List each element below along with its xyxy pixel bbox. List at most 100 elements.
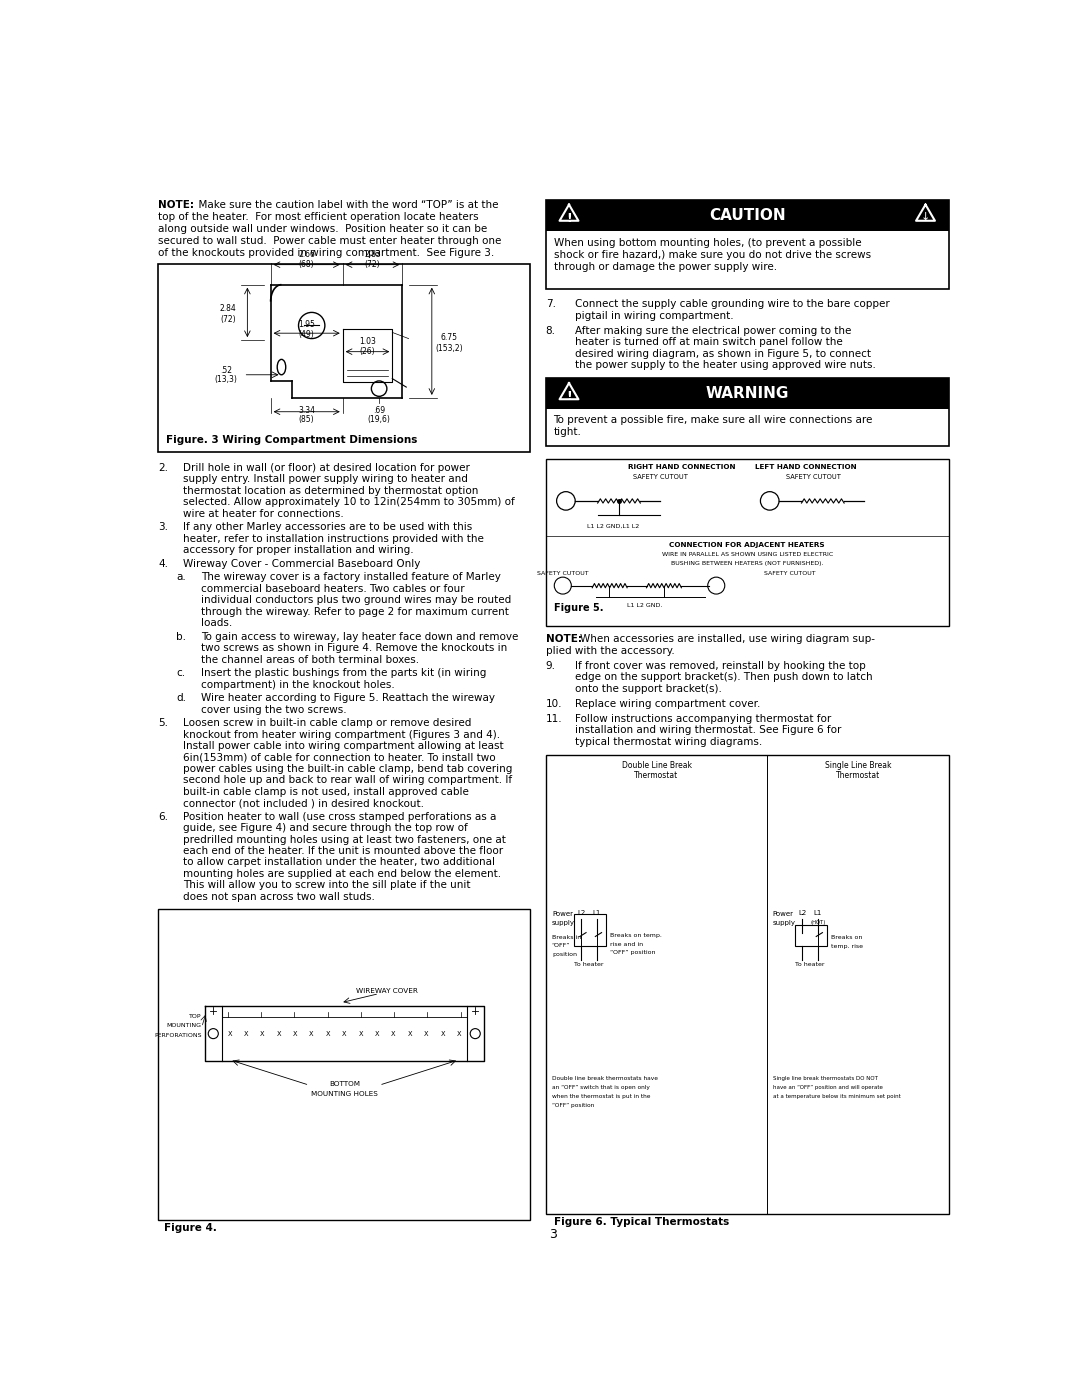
Text: L1: L1	[813, 911, 822, 916]
Text: To gain access to wireway, lay heater face down and remove: To gain access to wireway, lay heater fa…	[201, 631, 518, 641]
Text: heater is turned off at main switch panel follow the: heater is turned off at main switch pane…	[576, 337, 843, 348]
Text: 2.66: 2.66	[298, 250, 315, 260]
FancyBboxPatch shape	[545, 200, 948, 231]
FancyBboxPatch shape	[159, 264, 530, 453]
Text: Drill hole in wall (or floor) at desired location for power: Drill hole in wall (or floor) at desired…	[183, 462, 470, 474]
Text: (153,2): (153,2)	[435, 345, 462, 353]
Text: Connect the supply cable grounding wire to the bare copper: Connect the supply cable grounding wire …	[576, 299, 890, 309]
Text: Double Line Break: Double Line Break	[622, 760, 691, 770]
Text: ↓: ↓	[921, 212, 930, 222]
Text: Thermostat: Thermostat	[836, 771, 880, 780]
Text: Power: Power	[773, 911, 794, 918]
Text: X: X	[260, 1031, 265, 1037]
Text: guide, see Figure 4) and secure through the top row of: guide, see Figure 4) and secure through …	[183, 823, 468, 833]
Text: WIREWAY COVER: WIREWAY COVER	[356, 988, 418, 993]
Text: 4.: 4.	[159, 559, 168, 569]
Text: 5.: 5.	[159, 718, 168, 728]
FancyBboxPatch shape	[545, 379, 948, 409]
Text: (HOT): (HOT)	[810, 919, 825, 925]
Text: To heater: To heater	[575, 963, 604, 967]
Text: “OFF” position: “OFF” position	[552, 1104, 594, 1108]
Text: onto the support bracket(s).: onto the support bracket(s).	[576, 683, 723, 693]
Text: commercial baseboard heaters. Two cables or four: commercial baseboard heaters. Two cables…	[201, 584, 464, 594]
Text: (72): (72)	[365, 260, 380, 270]
Text: (13,3): (13,3)	[214, 374, 238, 384]
Text: a.: a.	[176, 573, 186, 583]
Text: desired wiring diagram, as shown in Figure 5, to connect: desired wiring diagram, as shown in Figu…	[576, 349, 872, 359]
Text: Single Line Break: Single Line Break	[825, 760, 891, 770]
Text: X: X	[309, 1031, 313, 1037]
Text: (19,6): (19,6)	[367, 415, 391, 423]
Text: Figure 4.: Figure 4.	[164, 1224, 217, 1234]
Text: To prevent a possible fire, make sure all wire connections are: To prevent a possible fire, make sure al…	[554, 415, 873, 426]
Text: .52: .52	[219, 366, 232, 374]
Text: 9.: 9.	[545, 661, 556, 671]
Text: when the thermostat is put in the: when the thermostat is put in the	[552, 1094, 650, 1099]
Text: 6.: 6.	[159, 812, 168, 821]
Text: 3.34: 3.34	[298, 405, 315, 415]
Text: heater, refer to installation instructions provided with the: heater, refer to installation instructio…	[183, 534, 484, 543]
Text: 2.: 2.	[159, 462, 168, 474]
FancyBboxPatch shape	[545, 458, 948, 626]
Text: SAFETY CUTOUT: SAFETY CUTOUT	[537, 571, 589, 576]
Text: connector (not included ) in desired knockout.: connector (not included ) in desired kno…	[183, 798, 424, 809]
Text: X: X	[227, 1031, 232, 1037]
Text: plied with the accessory.: plied with the accessory.	[545, 645, 675, 655]
Text: through or damage the power supply wire.: through or damage the power supply wire.	[554, 261, 777, 271]
Text: (68): (68)	[299, 260, 314, 270]
Text: Wireway Cover - Commercial Baseboard Only: Wireway Cover - Commercial Baseboard Onl…	[183, 559, 420, 569]
Text: temp. rise: temp. rise	[831, 944, 863, 949]
Text: tight.: tight.	[554, 427, 581, 437]
Text: X: X	[325, 1031, 330, 1037]
Text: supply entry. Install power supply wiring to heater and: supply entry. Install power supply wirin…	[183, 475, 468, 485]
Text: X: X	[293, 1031, 297, 1037]
Text: If any other Marley accessories are to be used with this: If any other Marley accessories are to b…	[183, 522, 472, 532]
Text: The wireway cover is a factory installed feature of Marley: The wireway cover is a factory installed…	[201, 573, 501, 583]
Text: installation and wiring thermostat. See Figure 6 for: installation and wiring thermostat. See …	[576, 725, 841, 735]
Text: selected. Allow approximately 10 to 12in(254mm to 305mm) of: selected. Allow approximately 10 to 12in…	[183, 497, 515, 507]
Text: X: X	[342, 1031, 347, 1037]
Text: loads.: loads.	[201, 617, 232, 629]
Text: 2.84: 2.84	[219, 305, 237, 313]
Text: BUSHING BETWEEN HEATERS (NOT FURNISHED).: BUSHING BETWEEN HEATERS (NOT FURNISHED).	[671, 562, 824, 566]
Text: supply: supply	[552, 921, 575, 926]
Text: b.: b.	[176, 631, 186, 641]
Text: Replace wiring compartment cover.: Replace wiring compartment cover.	[576, 698, 760, 708]
Text: mounting holes are supplied at each end below the element.: mounting holes are supplied at each end …	[183, 869, 501, 879]
Text: .69: .69	[373, 405, 386, 415]
Text: L2: L2	[798, 911, 807, 916]
Text: through the wireway. Refer to page 2 for maximum current: through the wireway. Refer to page 2 for…	[201, 606, 509, 616]
Text: typical thermostat wiring diagrams.: typical thermostat wiring diagrams.	[576, 736, 762, 747]
Text: power cables using the built-in cable clamp, bend tab covering: power cables using the built-in cable cl…	[183, 764, 512, 774]
Text: To heater: To heater	[795, 963, 825, 967]
Text: WIRE IN PARALLEL AS SHOWN USING LISTED ELECTRIC: WIRE IN PARALLEL AS SHOWN USING LISTED E…	[662, 552, 833, 557]
Text: CAUTION: CAUTION	[708, 208, 785, 224]
Text: secured to wall stud.  Power cable must enter heater through one: secured to wall stud. Power cable must e…	[159, 236, 501, 246]
Text: the power supply to the heater using approved wire nuts.: the power supply to the heater using app…	[576, 360, 876, 370]
Text: wire at heater for connections.: wire at heater for connections.	[183, 509, 343, 518]
Text: MOUNTING HOLES: MOUNTING HOLES	[311, 1091, 378, 1098]
Text: edge on the support bracket(s). Then push down to latch: edge on the support bracket(s). Then pus…	[576, 672, 873, 682]
Text: X: X	[407, 1031, 413, 1037]
Text: Install power cable into wiring compartment allowing at least: Install power cable into wiring compartm…	[183, 742, 503, 752]
Text: the channel areas of both terminal boxes.: the channel areas of both terminal boxes…	[201, 655, 419, 665]
Text: MOUNTING: MOUNTING	[166, 1024, 202, 1028]
Text: position: position	[552, 951, 577, 957]
Text: individual conductors plus two ground wires may be routed: individual conductors plus two ground wi…	[201, 595, 511, 605]
Text: have an “OFF” position and will operate: have an “OFF” position and will operate	[773, 1085, 882, 1090]
Text: 7.: 7.	[545, 299, 556, 309]
Text: thermostat location as determined by thermostat option: thermostat location as determined by the…	[183, 486, 478, 496]
FancyBboxPatch shape	[795, 925, 827, 947]
Text: cover using the two screws.: cover using the two screws.	[201, 704, 347, 715]
Text: supply: supply	[773, 921, 796, 926]
Text: at a temperature below its minimum set point: at a temperature below its minimum set p…	[773, 1094, 901, 1099]
Text: X: X	[441, 1031, 445, 1037]
Text: does not span across two wall studs.: does not span across two wall studs.	[183, 891, 375, 901]
Text: NOTE:: NOTE:	[545, 634, 582, 644]
Text: d.: d.	[176, 693, 186, 703]
Text: X: X	[424, 1031, 429, 1037]
Text: compartment) in the knockout holes.: compartment) in the knockout holes.	[201, 679, 394, 690]
Text: (85): (85)	[299, 415, 314, 423]
Text: accessory for proper installation and wiring.: accessory for proper installation and wi…	[183, 545, 414, 555]
Text: NOTE:: NOTE:	[159, 200, 194, 210]
